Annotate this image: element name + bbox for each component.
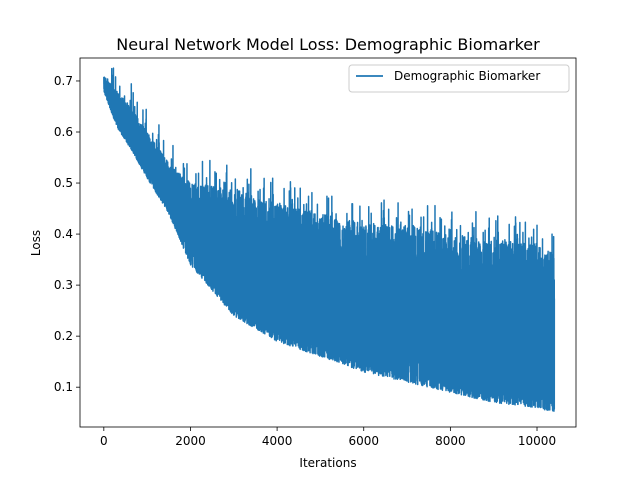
y-tick-label: 0.1 [54, 380, 73, 394]
axis-ticks-group: 0 2000 4000 6000 8000 10000 0.1 0.2 0.3 0.4 0.5 0.6… [54, 74, 556, 448]
x-tick-label: 0 [100, 434, 108, 448]
plot-data-group [103, 67, 556, 412]
legend: Demographic Biomarker [348, 64, 570, 93]
x-tick-label: 2000 [175, 434, 206, 448]
y-tick-label: 0.7 [54, 74, 73, 88]
legend-label: Demographic Biomarker [394, 69, 540, 83]
y-tick-label: 0.2 [54, 329, 73, 343]
plot-frame [79, 57, 577, 428]
chart-title: Neural Network Model Loss: Demographic B… [116, 35, 540, 54]
x-tick-label: 10000 [518, 434, 556, 448]
y-tick-label: 0.5 [54, 176, 73, 190]
y-tick-label: 0.4 [54, 227, 73, 241]
x-axis-label: Iterations [299, 456, 356, 470]
x-tick-label: 4000 [262, 434, 293, 448]
y-tick-label: 0.6 [54, 125, 73, 139]
legend-box [348, 64, 570, 93]
x-tick-label: 8000 [435, 434, 466, 448]
y-tick-label: 0.3 [54, 278, 73, 292]
series-line-demographic-biomarker [103, 67, 556, 412]
y-axis-label: Loss [29, 230, 43, 256]
x-tick-label: 6000 [348, 434, 379, 448]
